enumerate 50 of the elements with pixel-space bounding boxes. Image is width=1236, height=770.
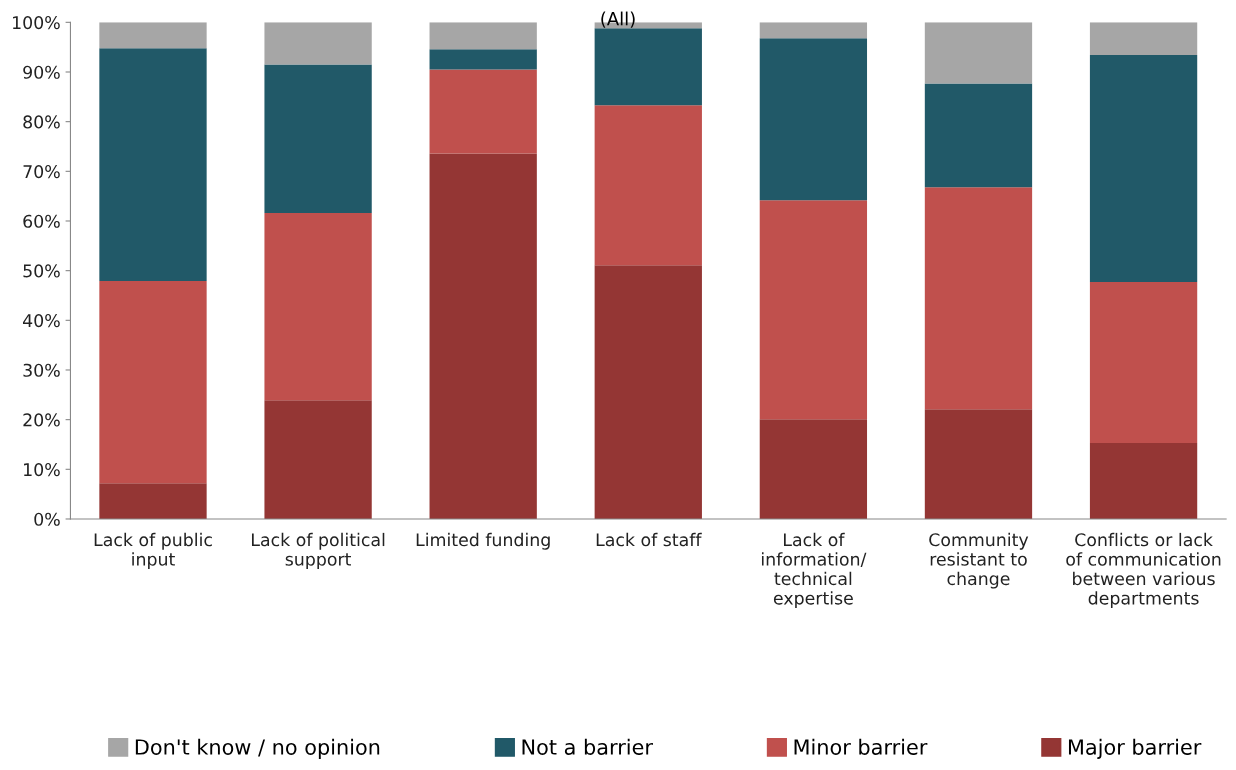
legend-label: Major barrier — [1068, 738, 1202, 759]
bar — [924, 187, 1033, 410]
bar — [594, 265, 702, 519]
legend-label: Don't know / no opinion — [135, 738, 380, 759]
bar — [99, 483, 207, 519]
bar — [1089, 442, 1198, 519]
x-tick-label: Lack of staff — [596, 532, 702, 547]
bar — [924, 83, 1033, 188]
bar — [429, 22, 537, 50]
y-tick-label: 100% — [13, 16, 60, 30]
y-tick-label: 40% — [22, 314, 60, 328]
bar — [759, 419, 868, 519]
y-tick-label: 10% — [24, 463, 60, 477]
y-tick-label: 90% — [23, 65, 60, 79]
bar — [264, 400, 372, 519]
bar — [759, 22, 868, 39]
bar — [1089, 55, 1198, 283]
legend-label: Not a barrier — [522, 738, 653, 755]
bar — [594, 105, 702, 266]
bar — [594, 28, 702, 106]
bar — [264, 213, 372, 401]
bar — [99, 281, 207, 484]
x-tick-label: Limited funding — [416, 532, 550, 550]
x-tick-label: Lack of information/ technical expertise — [761, 532, 867, 608]
bar — [759, 200, 868, 420]
x-tick-label: Lack of public input — [94, 532, 212, 570]
bar — [924, 409, 1033, 519]
y-tick-label: 70% — [23, 165, 60, 179]
x-tick-label: Lack of political support — [251, 532, 385, 570]
bar — [1089, 282, 1198, 443]
bar — [264, 22, 372, 65]
y-tick-label: 20% — [23, 413, 60, 427]
y-tick-label: 50% — [23, 264, 60, 278]
bar — [429, 49, 537, 70]
bar — [99, 48, 207, 282]
bar — [264, 64, 372, 214]
bar — [1089, 22, 1198, 56]
bar — [759, 38, 868, 201]
chart-title: (All) — [601, 11, 635, 28]
bar — [99, 22, 207, 49]
x-tick-label: Community resistant to change — [929, 532, 1029, 589]
legend-label: Minor barrier — [794, 738, 928, 755]
bar — [429, 153, 537, 519]
bar — [429, 69, 537, 154]
x-tick-label: Conflicts or lack of communication between various departments — [1066, 532, 1221, 608]
y-tick-label: 60% — [23, 214, 60, 228]
y-tick-label: 0% — [34, 512, 60, 526]
bar — [924, 22, 1033, 84]
y-tick-label: 30% — [23, 363, 60, 377]
y-tick-label: 80% — [23, 115, 60, 129]
